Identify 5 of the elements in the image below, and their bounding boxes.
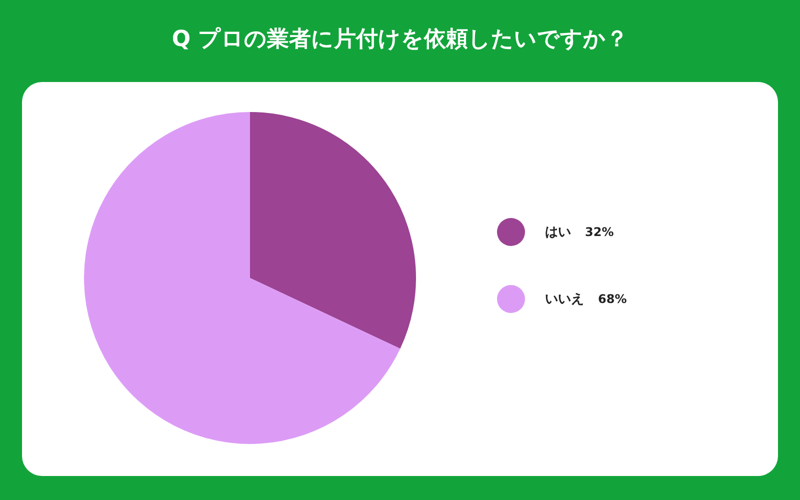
data-label: 32% xyxy=(585,225,614,239)
legend-label: はい xyxy=(545,224,571,241)
chart-title: Q プロの業者に片付けを依頼したいですか？ xyxy=(170,26,630,54)
legend-label: いいえ xyxy=(545,291,584,308)
data-label: 68% xyxy=(598,292,627,306)
